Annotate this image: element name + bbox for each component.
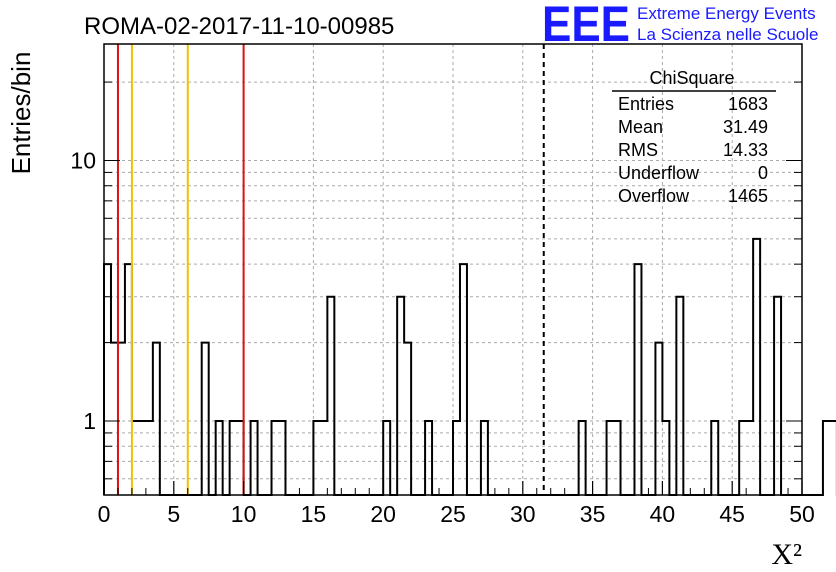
x-tick-label: 20 <box>370 501 396 527</box>
stats-box: ChiSquare Entries 1683 Mean 31.49 RMS 14… <box>612 68 776 206</box>
run-title: ROMA-02-2017-11-10-00985 <box>84 13 394 40</box>
y-tick-label: 10 <box>70 147 96 173</box>
stats-value: 31.49 <box>723 117 768 137</box>
x-axis-title: X² <box>771 538 802 571</box>
y-axis-title: Entries/bin <box>6 52 36 175</box>
stats-label: Underflow <box>618 163 700 183</box>
x-tick-label: 15 <box>301 501 327 527</box>
stats-label: Mean <box>618 117 663 137</box>
stats-value: 0 <box>758 163 768 183</box>
x-tick-label: 5 <box>167 501 180 527</box>
x-tick-label: 0 <box>98 501 111 527</box>
stats-label: Entries <box>618 94 674 114</box>
y-tick-label: 1 <box>83 408 96 434</box>
x-tick-label: 30 <box>510 501 536 527</box>
eee-logo: EEE <box>542 0 630 52</box>
x-tick-label: 25 <box>440 501 466 527</box>
axis-ticks <box>103 81 803 495</box>
x-tick-label: 50 <box>789 501 815 527</box>
stats-value: 1683 <box>728 94 768 114</box>
tick-labels: 0 5 10 15 20 25 30 35 40 45 50 1 10 <box>70 147 814 527</box>
stats-value: 14.33 <box>723 140 768 160</box>
stats-name: ChiSquare <box>649 68 734 88</box>
org-subtitle: La Scienza nelle Scuole <box>637 25 818 44</box>
org-name: Extreme Energy Events <box>637 4 816 23</box>
threshold-lines <box>116 44 545 495</box>
x-tick-label: 35 <box>580 501 606 527</box>
stats-label: Overflow <box>618 186 690 206</box>
stats-label: RMS <box>618 140 658 160</box>
x-tick-label: 10 <box>231 501 257 527</box>
x-tick-label: 45 <box>719 501 745 527</box>
stats-value: 1465 <box>728 186 768 206</box>
x-tick-label: 40 <box>650 501 676 527</box>
